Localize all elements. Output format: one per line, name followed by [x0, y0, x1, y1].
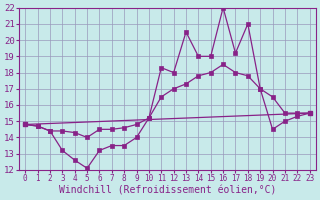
X-axis label: Windchill (Refroidissement éolien,°C): Windchill (Refroidissement éolien,°C): [59, 186, 276, 196]
